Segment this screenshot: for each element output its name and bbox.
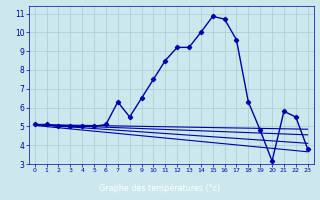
Text: Graphe des températures (°c): Graphe des températures (°c) [100, 183, 220, 193]
